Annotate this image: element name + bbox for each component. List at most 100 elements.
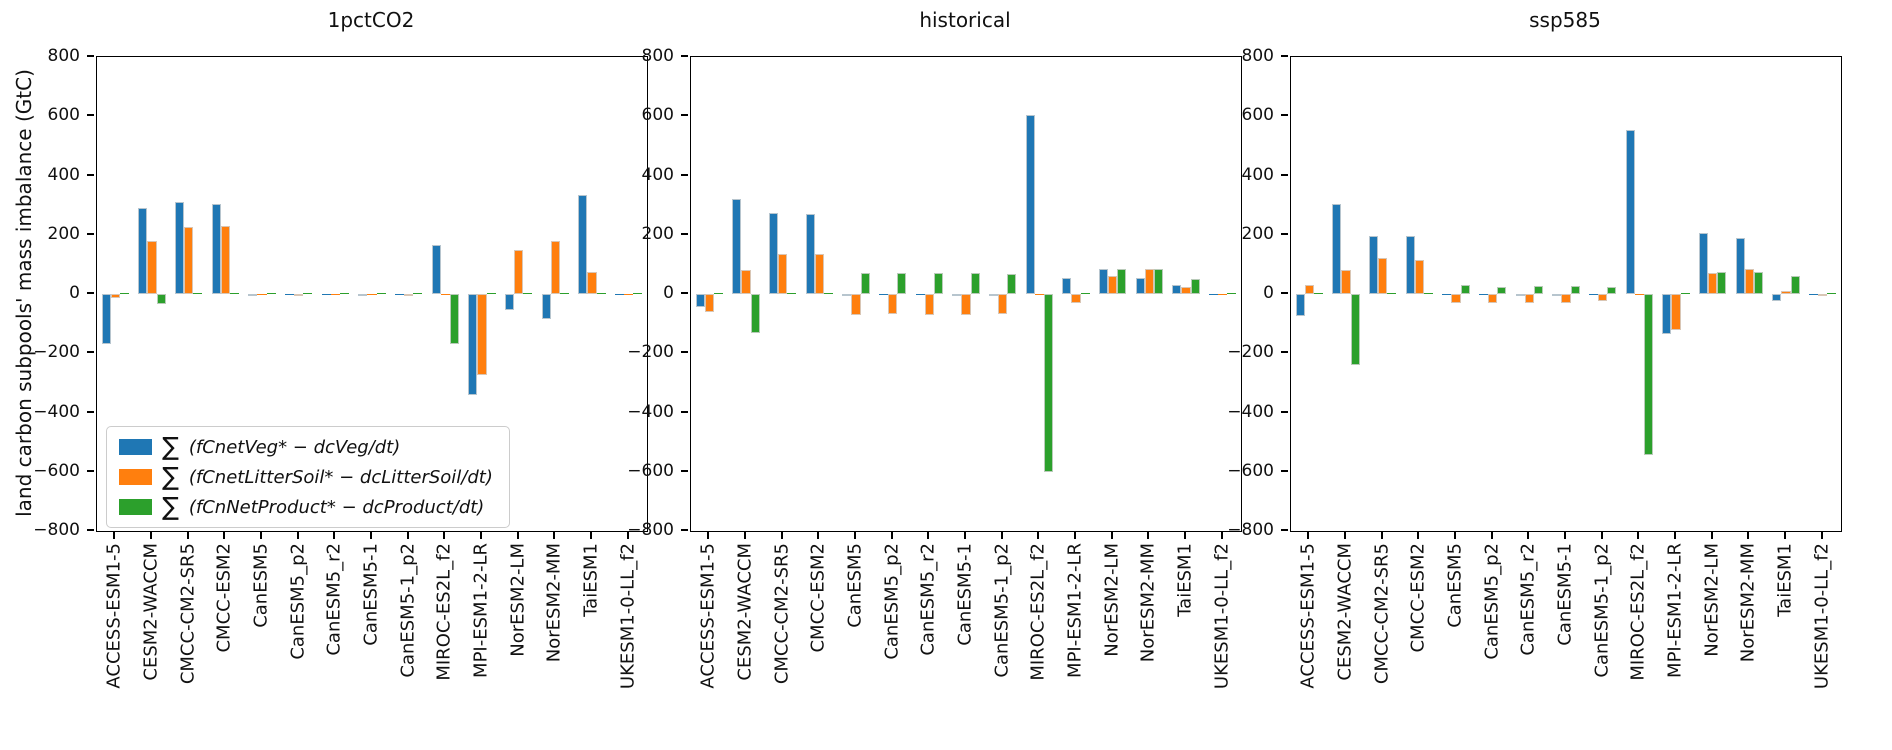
bar-CMCC-ESM2-s1 [1414,259,1424,294]
x-tick-label: CanESM5-1_p2 [1591,543,1613,678]
legend-label: (fCnetLitterSoil* − dcLitterSoil/dt) [188,466,493,488]
bar-CESM2-WACCM-s2 [156,294,166,305]
legend-item-product: ∑ (fCnNetProduct* − dcProduct/dt) [119,492,493,521]
bar-MIROC-ES2L_f2-s0 [1025,114,1035,294]
y-tick-label: 200 [47,223,80,244]
bar-CanESM5-1-s2 [376,293,386,294]
bar-ACCESS-ESM1-5-s2 [1313,293,1324,294]
x-tick-label: CESM2-WACCM [734,543,756,681]
bar-CanESM5_p2-s2 [897,273,907,294]
bar-ACCESS-ESM1-5-s1 [704,294,714,312]
legend-label: (fCnetVeg* − dcVeg/dt) [188,436,401,458]
bar-CanESM5-1-s0 [358,294,368,297]
legend-sigma: ∑ [162,462,179,491]
bar-CMCC-CM2-SR5-s0 [174,202,185,294]
x-tick [223,532,226,539]
x-tick [443,532,446,539]
bar-CESM2-WACCM-s2 [1350,294,1360,366]
bar-UKESM1-0-LL_f2-s1 [1818,294,1828,296]
bar-TaiESM1-s2 [1190,279,1200,294]
bar-CanESM5-s2 [1460,285,1470,294]
bar-CanESM5-1_p2-s1 [1598,294,1608,302]
bar-NorESM2-LM-s1 [1708,273,1718,294]
x-tick-label: CMCC-ESM2 [213,543,235,653]
y-tick-label: −400 [33,401,80,422]
x-tick [1490,532,1493,539]
x-tick-label: NorESM2-MM [1737,543,1759,663]
bar-CanESM5-1_p2-s0 [394,294,405,295]
bar-CMCC-CM2-SR5-s0 [768,212,779,294]
y-tick [681,351,688,354]
bar-CanESM5-s0 [1442,294,1452,295]
x-tick [964,532,966,539]
bar-CanESM5-1-s1 [367,294,377,295]
bar-UKESM1-0-LL_f2-s0 [614,294,625,295]
y-tick [87,410,94,413]
x-tick [260,532,262,539]
bar-NorESM2-LM-s2 [1717,271,1727,294]
x-tick-label: CMCC-CM2-SR5 [1371,543,1393,685]
x-tick-label: MPI-ESM1-2-LR [1664,543,1686,678]
y-tick [87,55,94,57]
x-tick [516,532,519,539]
bar-CMCC-CM2-SR5-s0 [1368,236,1379,294]
bar-CanESM5-1_p2-s0 [988,294,999,296]
bar-CESM2-WACCM-s0 [138,208,148,294]
y-tick [1281,529,1288,531]
x-tick [186,532,189,539]
y-tick [87,469,94,472]
bar-TaiESM1-s1 [1181,286,1191,294]
x-tick-label: NorESM2-MM [543,543,565,663]
y-tick [681,173,688,176]
x-tick-label: CanESM5_p2 [1481,543,1503,660]
x-tick [1674,532,1676,539]
bar-NorESM2-LM-s2 [1117,268,1127,294]
x-tick-label: CanESM5 [844,543,866,628]
legend-swatch-veg-icon [119,439,152,455]
y-tick [1281,469,1288,472]
y-tick [87,529,94,531]
bar-UKESM1-0-LL_f2-s2 [1827,293,1837,294]
y-tick [1281,351,1288,354]
y-tick-label: −800 [627,520,674,540]
y-tick [1281,410,1288,413]
bar-CMCC-CM2-SR5-s2 [787,293,797,294]
bar-CanESM5-1-s1 [961,294,971,315]
panel-ssp585: ssp585 800 600 400 200 0 −200 −400 −600 −800 ACCE… [1227,0,1842,750]
y-tick-label: −400 [1227,401,1274,422]
y-tick-label: 600 [1241,105,1274,126]
bar-NorESM2-LM-s0 [504,294,515,311]
bar-CanESM5-s0 [842,294,852,296]
legend-swatch-litter-soil-icon [119,469,152,485]
plot-area [690,56,1242,532]
bar-UKESM1-0-LL_f2-s2 [1227,293,1237,294]
bar-NorESM2-LM-s2 [523,293,533,294]
bar-CanESM5_r2-s0 [1515,294,1525,296]
bar-MPI-ESM1-2-LR-s2 [1080,293,1090,294]
bar-ACCESS-ESM1-5-s0 [1295,294,1305,317]
x-tick-label: CanESM5-1 [1554,543,1576,646]
bar-MPI-ESM1-2-LR-s2 [1680,293,1690,294]
y-tick [681,55,688,57]
bar-CanESM5-1-s0 [952,294,962,296]
bar-CanESM5_p2-s0 [284,294,295,295]
x-tick-label: NorESM2-MM [1137,543,1159,663]
y-tick-label: −200 [627,342,674,363]
bar-CanESM5_p2-s2 [303,293,313,294]
x-tick [1527,532,1530,539]
legend-sigma: ∑ [162,492,179,521]
bar-CESM2-WACCM-s0 [1332,203,1342,294]
y-tick-label: −200 [1227,342,1274,363]
x-tick-label: NorESM2-LM [507,543,529,657]
bar-CanESM5_r2-s2 [339,293,350,294]
x-tick-label: CanESM5_r2 [1517,543,1539,656]
x-tick [1564,532,1566,539]
y-tick-label: 600 [47,105,80,126]
x-tick [1600,532,1603,539]
bar-CESM2-WACCM-s1 [147,240,157,294]
y-tick [1281,292,1288,294]
bar-CanESM5_p2-s0 [1478,294,1489,295]
x-tick [1344,532,1346,539]
bar-CanESM5-1-s1 [1561,294,1571,303]
y-tick-label: 0 [663,283,674,303]
